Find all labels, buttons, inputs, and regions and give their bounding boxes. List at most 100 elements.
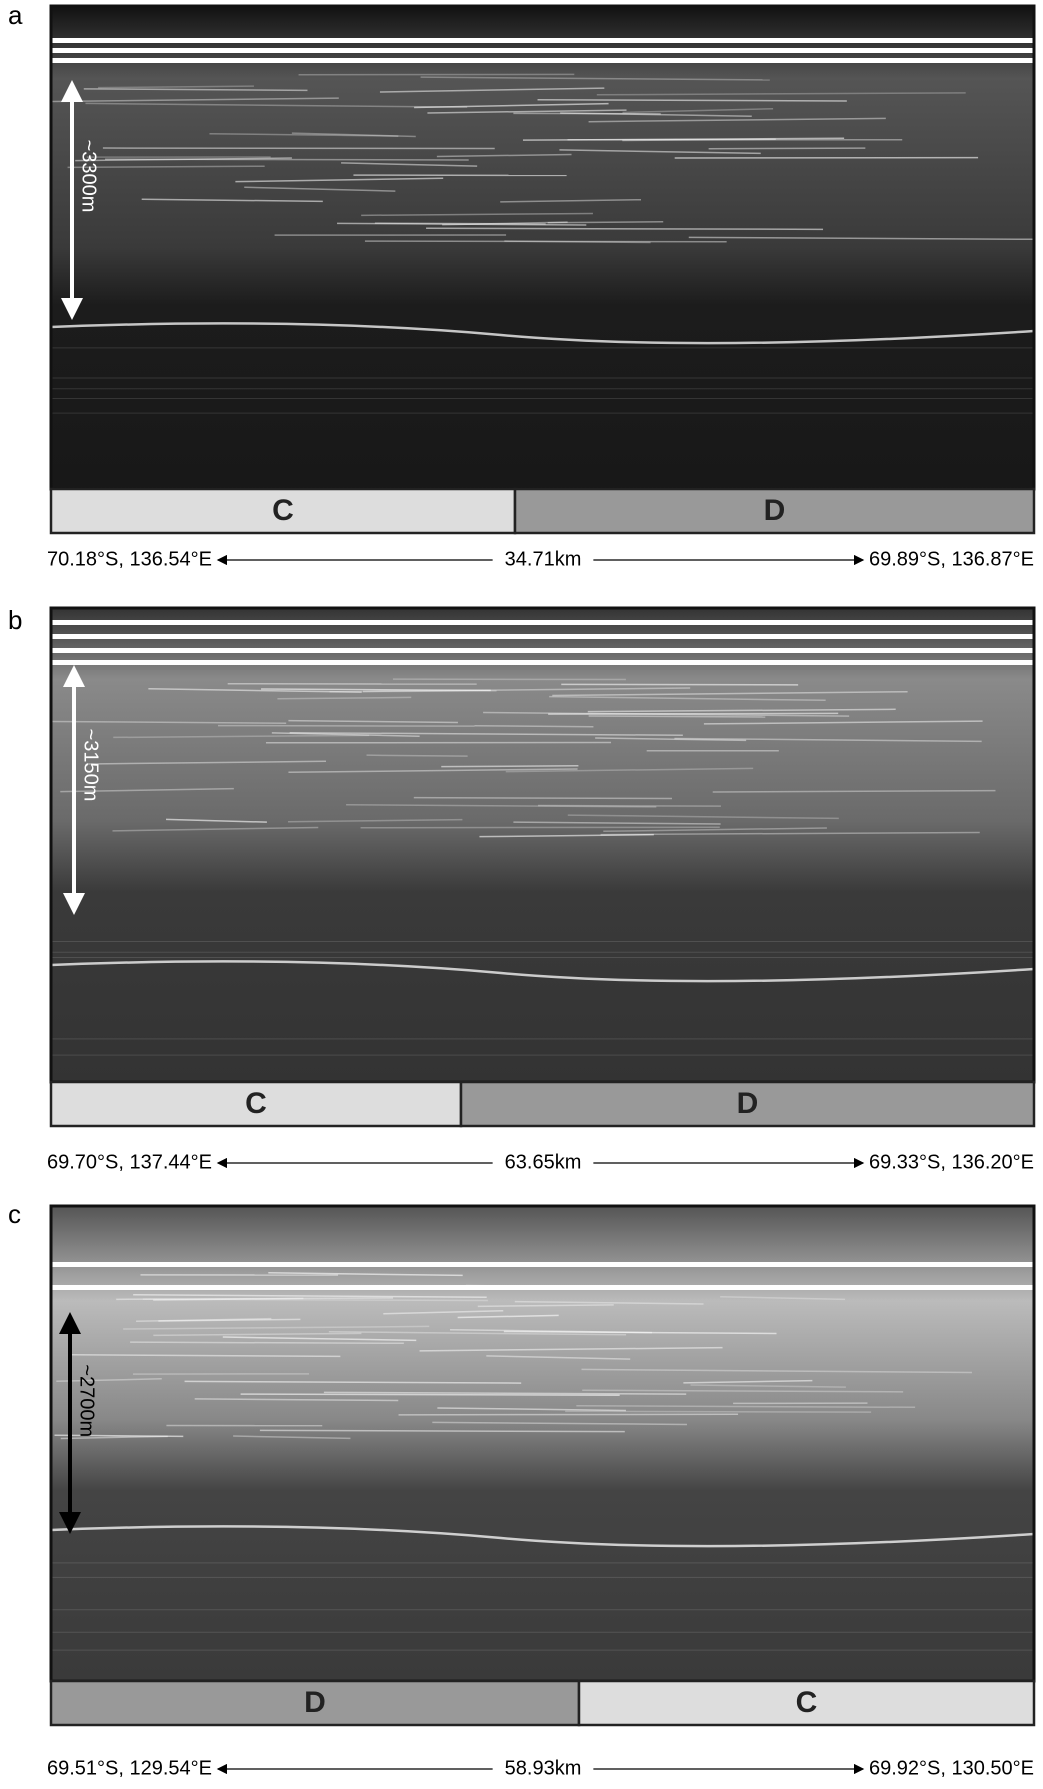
bed-reflection bbox=[50, 1525, 1035, 1548]
layer bbox=[588, 117, 886, 123]
layer bbox=[567, 814, 839, 820]
thickness-label: ~3300m bbox=[78, 140, 100, 213]
layer bbox=[587, 708, 896, 713]
layer bbox=[538, 804, 721, 807]
arrow-head bbox=[59, 1312, 81, 1334]
layer bbox=[328, 1331, 627, 1336]
panel-label: b bbox=[8, 605, 22, 635]
end-coordinate: 69.92°S, 130.50°E bbox=[869, 1757, 1034, 1779]
layer bbox=[703, 720, 983, 725]
layer bbox=[427, 109, 627, 114]
layer bbox=[277, 696, 412, 700]
layer bbox=[441, 765, 579, 768]
segment-label: D bbox=[737, 1087, 759, 1120]
segment bbox=[577, 1679, 1036, 1727]
layer bbox=[271, 732, 420, 737]
segment-label: D bbox=[764, 494, 786, 527]
layer bbox=[688, 236, 1035, 241]
layer bbox=[595, 737, 747, 742]
bed-reflection bbox=[50, 960, 1035, 983]
segment bbox=[49, 487, 517, 535]
layer bbox=[240, 1393, 620, 1396]
layer bbox=[600, 831, 980, 836]
layer bbox=[419, 1346, 723, 1352]
layer bbox=[364, 240, 727, 243]
layer bbox=[588, 715, 766, 718]
surface-band bbox=[51, 1262, 1034, 1267]
layer bbox=[259, 1429, 625, 1433]
segment-label: D bbox=[304, 1686, 326, 1719]
layer bbox=[51, 97, 339, 103]
layer bbox=[565, 1410, 872, 1413]
layer bbox=[479, 833, 654, 838]
distance: 58.93km bbox=[505, 1757, 582, 1779]
panel-label: a bbox=[8, 0, 23, 30]
surface-band bbox=[51, 1285, 1034, 1290]
layer bbox=[622, 138, 776, 142]
layer bbox=[261, 688, 491, 692]
layer bbox=[209, 132, 399, 137]
layer bbox=[420, 76, 770, 81]
layer bbox=[112, 826, 319, 832]
layer bbox=[153, 1332, 362, 1337]
panel: c ~2700m D C 69.51°S, 129.54°E 58.93km 69.92°S… bbox=[8, 1199, 1036, 1779]
layer bbox=[708, 147, 866, 150]
arrow-head bbox=[61, 80, 83, 102]
layer bbox=[56, 1378, 162, 1383]
segment-label: C bbox=[796, 1686, 818, 1719]
layer bbox=[113, 734, 370, 739]
surface-band bbox=[51, 648, 1034, 653]
layer bbox=[289, 731, 683, 736]
segment bbox=[513, 487, 1036, 535]
layer bbox=[576, 1405, 916, 1409]
panel-label: c bbox=[8, 1199, 21, 1229]
panel: a ~3300m C D 70.18°S, 136.54°E 34.71km 69.89°S… bbox=[8, 0, 1036, 570]
layer bbox=[222, 1336, 417, 1342]
layer bbox=[559, 149, 761, 155]
layer bbox=[194, 1398, 399, 1402]
layer bbox=[288, 719, 458, 724]
surface-band bbox=[51, 48, 1034, 53]
layer bbox=[504, 240, 651, 244]
panel: b ~3150m C D 69.70°S, 137.44°E 63.65km 69.33°S… bbox=[8, 605, 1036, 1173]
layer bbox=[288, 818, 463, 823]
distance: 34.71km bbox=[505, 548, 582, 570]
layer bbox=[432, 1421, 687, 1426]
layer bbox=[87, 760, 327, 765]
surface-band bbox=[51, 38, 1034, 43]
layer bbox=[442, 221, 568, 226]
layer bbox=[366, 754, 468, 757]
layer bbox=[414, 102, 609, 109]
distance: 63.65km bbox=[505, 1151, 582, 1173]
layer bbox=[363, 687, 691, 693]
layer bbox=[158, 1318, 301, 1322]
layer bbox=[436, 153, 572, 158]
radargram bbox=[51, 6, 1034, 489]
arrow-head bbox=[59, 1512, 81, 1534]
surface-band bbox=[51, 660, 1034, 665]
layer bbox=[54, 1434, 184, 1438]
start-coordinate: 69.51°S, 129.54°E bbox=[47, 1757, 212, 1779]
layer bbox=[413, 796, 672, 800]
layer bbox=[83, 88, 308, 92]
layer bbox=[130, 1341, 404, 1345]
layer bbox=[522, 137, 845, 141]
end-coordinate: 69.33°S, 136.20°E bbox=[869, 1151, 1034, 1173]
segment-label: C bbox=[245, 1087, 267, 1120]
layer bbox=[148, 688, 362, 693]
layer bbox=[712, 789, 996, 793]
layer bbox=[505, 767, 754, 773]
layer bbox=[136, 1317, 272, 1322]
layer bbox=[383, 1309, 504, 1315]
layer bbox=[486, 1355, 631, 1360]
layer bbox=[71, 1354, 341, 1358]
layer bbox=[513, 821, 721, 825]
arrow-head bbox=[63, 665, 85, 687]
arrow-head bbox=[61, 298, 83, 320]
layer bbox=[323, 1391, 687, 1395]
layer bbox=[67, 165, 265, 169]
layer bbox=[184, 1380, 522, 1384]
layer bbox=[60, 787, 234, 793]
thickness-label: ~2700m bbox=[76, 1364, 98, 1437]
layer bbox=[235, 177, 444, 183]
